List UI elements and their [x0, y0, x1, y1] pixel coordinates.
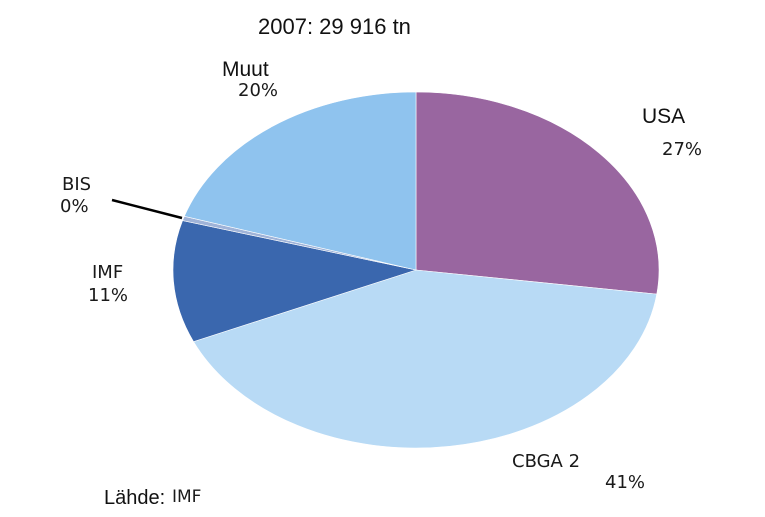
slice-label-bis: BIS: [62, 174, 91, 195]
slice-label-usa: USA: [642, 105, 685, 128]
pie-slice-usa: [415, 91, 660, 295]
source-value: IMF: [172, 487, 201, 507]
pie-slice-imf: [172, 220, 418, 342]
slice-label-imf: IMF: [92, 262, 123, 283]
pie-slice-muut: [183, 91, 417, 271]
slice-percent-imf: 11%: [88, 285, 128, 306]
slice-percent-bis: 0%: [60, 196, 89, 217]
bis-leader-line: [111, 198, 183, 220]
slice-label-muut: Muut: [222, 58, 269, 81]
chart-title: 2007: 29 916 tn: [258, 14, 411, 39]
source-label: Lähde:: [104, 487, 165, 509]
slice-percent-usa: 27%: [662, 139, 702, 160]
pie-slices: [172, 91, 660, 449]
pie-slice-cbga-2: [193, 269, 658, 449]
slice-percent-muut: 20%: [238, 80, 278, 101]
slice-label-cbga2: CBGA 2: [512, 451, 580, 472]
slice-percent-cbga2: 41%: [605, 472, 645, 493]
